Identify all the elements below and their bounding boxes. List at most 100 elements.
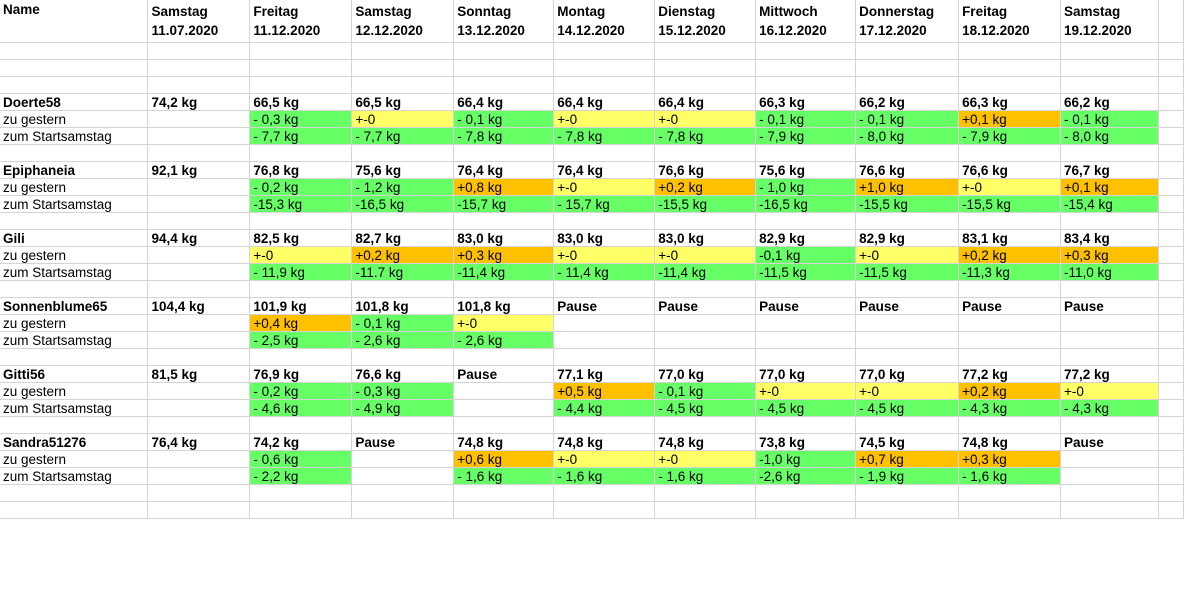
total-change-cell[interactable]: -11,0 kg <box>1060 263 1159 281</box>
empty-cell[interactable] <box>1158 195 1184 213</box>
weight-cell[interactable]: 74,8 kg <box>654 433 757 451</box>
empty-cell[interactable] <box>755 42 857 60</box>
daily-change-cell[interactable] <box>855 314 960 332</box>
daily-change-cell[interactable] <box>453 382 555 400</box>
empty-cell[interactable] <box>147 195 251 213</box>
daily-change-cell[interactable] <box>654 314 757 332</box>
empty-cell[interactable] <box>1158 331 1184 349</box>
empty-cell[interactable] <box>855 348 960 366</box>
empty-cell[interactable] <box>1158 161 1184 179</box>
total-change-cell[interactable]: -15,3 kg <box>249 195 353 213</box>
total-change-cell[interactable]: - 4,5 kg <box>855 399 960 417</box>
empty-cell[interactable] <box>958 144 1062 162</box>
daily-change-cell[interactable]: +0,7 kg <box>855 450 960 468</box>
empty-cell[interactable] <box>249 76 353 94</box>
daily-change-cell[interactable]: - 1,0 kg <box>755 178 857 196</box>
start-weight-cell[interactable]: 81,5 kg <box>147 365 251 383</box>
weight-cell[interactable]: 83,0 kg <box>453 229 555 247</box>
total-change-cell[interactable]: - 8,0 kg <box>855 127 960 145</box>
empty-cell[interactable] <box>1158 280 1184 298</box>
total-change-cell[interactable]: - 7,9 kg <box>958 127 1062 145</box>
daily-change-cell[interactable]: - 0,1 kg <box>654 382 757 400</box>
total-change-cell[interactable]: - 7,9 kg <box>755 127 857 145</box>
total-change-cell[interactable]: -15,5 kg <box>855 195 960 213</box>
empty-cell[interactable] <box>351 501 455 519</box>
header-date-cell[interactable]: Donnerstag 17.12.2020 <box>855 0 960 43</box>
empty-cell[interactable] <box>351 76 455 94</box>
daily-change-cell[interactable]: - 0,3 kg <box>249 110 353 128</box>
total-change-cell[interactable]: - 1,6 kg <box>553 467 656 485</box>
empty-cell[interactable] <box>1060 59 1159 77</box>
empty-cell[interactable] <box>249 484 353 502</box>
daily-change-cell[interactable]: +-0 <box>855 246 960 264</box>
empty-cell[interactable] <box>654 484 757 502</box>
daily-change-cell[interactable]: +-0 <box>855 382 960 400</box>
empty-cell[interactable] <box>1158 467 1184 485</box>
empty-cell[interactable] <box>755 59 857 77</box>
daily-change-cell[interactable]: +-0 <box>553 450 656 468</box>
empty-cell[interactable] <box>249 59 353 77</box>
weight-cell[interactable]: 77,2 kg <box>958 365 1062 383</box>
empty-cell[interactable] <box>958 59 1062 77</box>
empty-cell[interactable] <box>147 178 251 196</box>
empty-cell[interactable] <box>553 144 656 162</box>
weight-cell[interactable]: 83,0 kg <box>553 229 656 247</box>
empty-cell[interactable] <box>147 280 251 298</box>
empty-cell[interactable] <box>249 280 353 298</box>
daily-change-cell[interactable]: +-0 <box>654 450 757 468</box>
empty-cell[interactable] <box>1158 0 1184 43</box>
daily-change-cell[interactable]: +0,6 kg <box>453 450 555 468</box>
weight-cell[interactable]: 66,4 kg <box>453 93 555 111</box>
empty-cell[interactable] <box>553 59 656 77</box>
empty-cell[interactable] <box>1158 59 1184 77</box>
total-change-cell[interactable]: -11,3 kg <box>958 263 1062 281</box>
empty-cell[interactable] <box>1158 127 1184 145</box>
empty-cell[interactable] <box>1060 501 1159 519</box>
empty-cell[interactable] <box>351 59 455 77</box>
daily-change-cell[interactable]: +0,5 kg <box>553 382 656 400</box>
weight-cell[interactable]: 66,5 kg <box>249 93 353 111</box>
daily-change-cell[interactable]: +0,1 kg <box>958 110 1062 128</box>
start-weight-cell[interactable]: 104,4 kg <box>147 297 251 315</box>
total-change-cell[interactable]: - 1,6 kg <box>958 467 1062 485</box>
person-name-cell[interactable]: Epiphaneia <box>0 161 149 179</box>
total-change-cell[interactable]: - 4,6 kg <box>249 399 353 417</box>
weight-cell[interactable]: Pause <box>755 297 857 315</box>
weight-cell[interactable]: 77,0 kg <box>755 365 857 383</box>
empty-cell[interactable] <box>453 42 555 60</box>
total-change-cell[interactable] <box>1060 467 1159 485</box>
empty-cell[interactable] <box>855 416 960 434</box>
empty-cell[interactable] <box>553 76 656 94</box>
daily-change-cell[interactable]: +-0 <box>958 178 1062 196</box>
empty-cell[interactable] <box>958 212 1062 230</box>
empty-cell[interactable] <box>249 212 353 230</box>
daily-change-cell[interactable]: +-0 <box>1060 382 1159 400</box>
daily-change-cell[interactable]: +0,2 kg <box>958 382 1062 400</box>
empty-cell[interactable] <box>1158 416 1184 434</box>
empty-cell[interactable] <box>1158 314 1184 332</box>
empty-cell[interactable] <box>1158 110 1184 128</box>
person-name-cell[interactable]: Gili <box>0 229 149 247</box>
header-date-cell[interactable]: Samstag 11.07.2020 <box>147 0 251 43</box>
empty-cell[interactable] <box>351 484 455 502</box>
person-name-cell[interactable]: Sonnenblume65 <box>0 297 149 315</box>
weight-cell[interactable]: 74,2 kg <box>249 433 353 451</box>
empty-cell[interactable] <box>1158 178 1184 196</box>
total-change-cell[interactable] <box>855 331 960 349</box>
total-change-cell[interactable]: -16,5 kg <box>351 195 455 213</box>
header-date-cell[interactable]: Sonntag 13.12.2020 <box>453 0 555 43</box>
daily-change-cell[interactable]: +1,0 kg <box>855 178 960 196</box>
empty-cell[interactable] <box>147 501 251 519</box>
total-change-cell[interactable] <box>553 331 656 349</box>
total-change-cell[interactable]: - 2,6 kg <box>351 331 455 349</box>
total-change-cell[interactable] <box>958 331 1062 349</box>
daily-change-cell[interactable]: +0,2 kg <box>958 246 1062 264</box>
weight-cell[interactable]: 76,4 kg <box>453 161 555 179</box>
daily-change-cell[interactable] <box>1060 450 1159 468</box>
empty-cell[interactable] <box>553 212 656 230</box>
empty-cell[interactable] <box>553 42 656 60</box>
empty-cell[interactable] <box>958 484 1062 502</box>
total-change-cell[interactable] <box>453 399 555 417</box>
weight-cell[interactable]: 101,8 kg <box>453 297 555 315</box>
empty-cell[interactable] <box>1060 348 1159 366</box>
